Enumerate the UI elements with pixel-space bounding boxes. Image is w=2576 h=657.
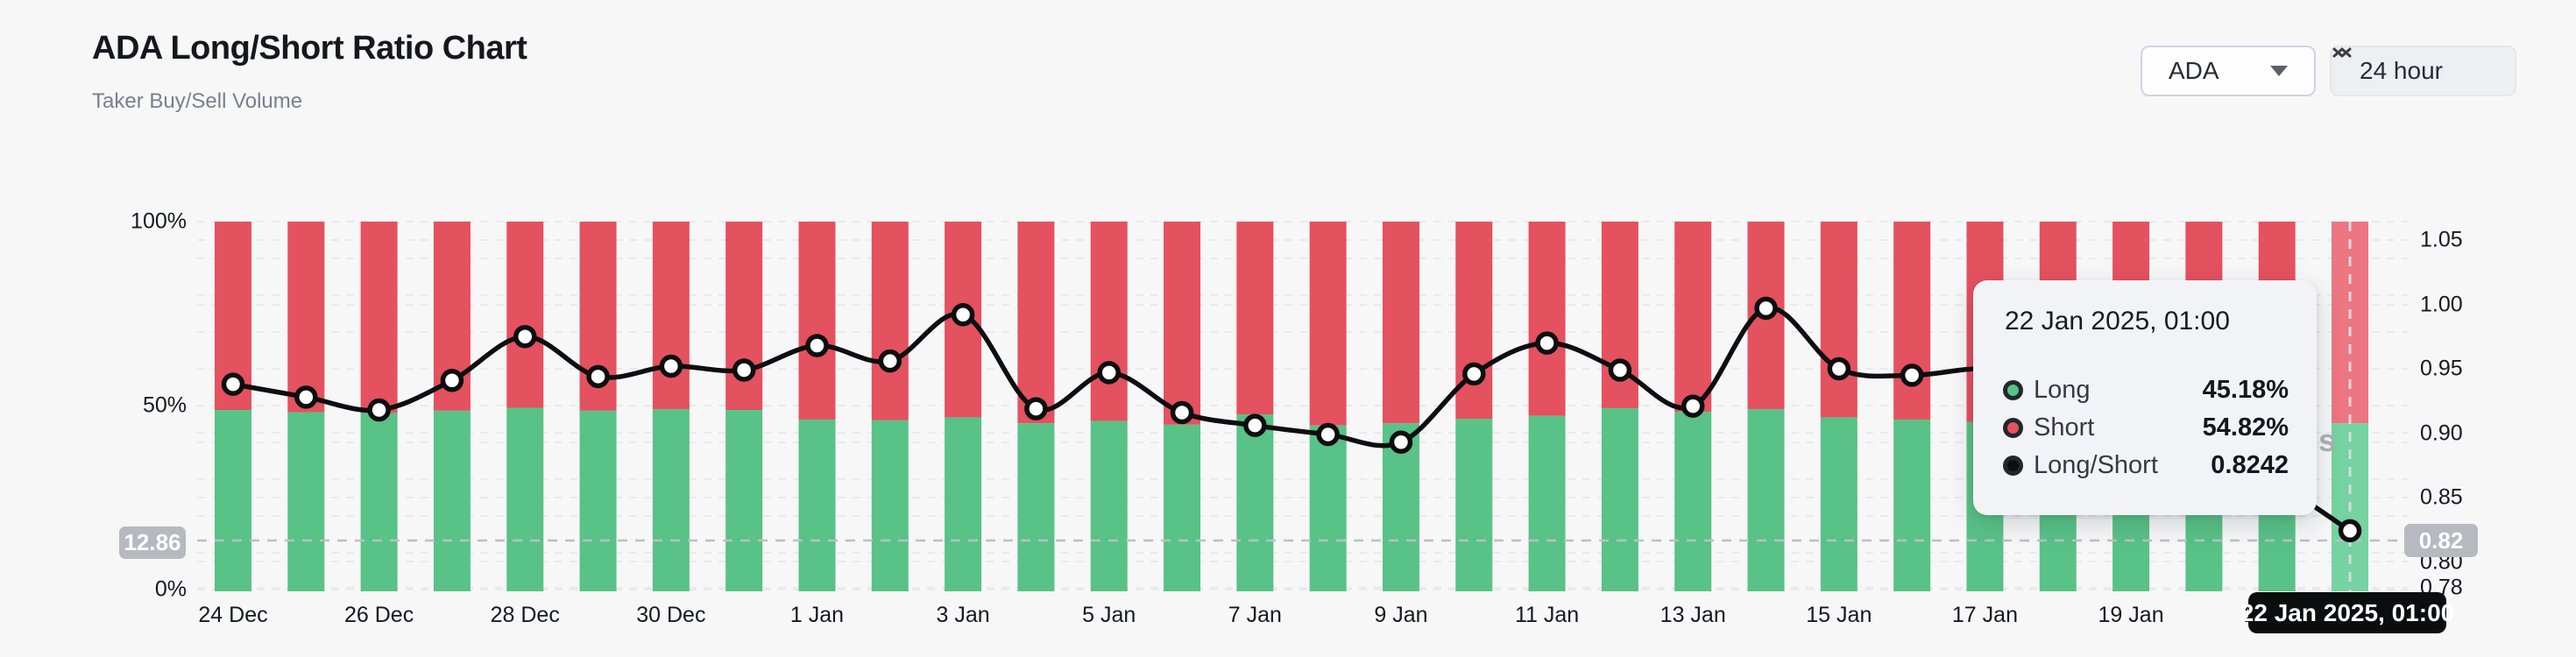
ratio-marker: [1827, 357, 1851, 381]
bar-long: [1455, 419, 1493, 591]
bar-short: [1090, 222, 1128, 421]
bar-long: [1017, 423, 1055, 591]
ratio-marker: [221, 372, 245, 396]
tooltip-row-label: Short: [2034, 413, 2095, 442]
ratio-marker: [294, 385, 318, 409]
tooltip-row-value: 0.8242: [2211, 451, 2289, 479]
ratio-marker: [1535, 331, 1559, 355]
bar-short: [506, 222, 544, 408]
bar-long: [433, 410, 471, 591]
bar-long: [1893, 419, 1931, 591]
symbol-select[interactable]: ADA: [2141, 46, 2316, 96]
bar-long: [579, 410, 617, 591]
series-dot-icon: [2003, 456, 2023, 476]
ratio-marker: [1608, 358, 1632, 382]
bar-short: [798, 222, 836, 420]
tooltip-title: 22 Jan 2025, 01:00: [2005, 307, 2230, 336]
ratio-marker: [1389, 430, 1413, 455]
tooltip-row-value: 45.18%: [2202, 376, 2289, 404]
ratio-marker: [440, 368, 464, 392]
bar-long: [1236, 414, 1274, 591]
bar-long: [506, 407, 544, 591]
series-dot-icon: [2003, 380, 2023, 400]
ratio-marker: [2338, 519, 2362, 543]
tooltip-row: Long/Short 0.8242: [2003, 447, 2289, 484]
series-dot-icon: [2003, 418, 2023, 438]
bar-short: [1236, 222, 1274, 415]
ratio-marker: [805, 334, 829, 357]
tooltip: 22 Jan 2025, 01:00 Long 45.18% Short 54.82%…: [1973, 280, 2317, 515]
crosshair-date-badge: 22 Jan 2025, 01:00: [2240, 592, 2454, 633]
bar-long: [725, 410, 763, 591]
bar-long: [652, 409, 690, 591]
bar-short: [871, 222, 909, 420]
bar-long: [1309, 425, 1347, 591]
tooltip-rows: Long 45.18% Short 54.82% Long/Short 0.8242: [2003, 371, 2289, 484]
tooltip-row: Short 54.82%: [2003, 409, 2289, 447]
bar-long: [1674, 412, 1712, 591]
ratio-marker: [1097, 361, 1121, 385]
crosshair-left-badge: 12.86: [119, 526, 186, 559]
bar-long: [798, 419, 836, 591]
bar-short: [1893, 222, 1931, 420]
bar-long: [871, 420, 909, 591]
ratio-marker: [586, 364, 610, 389]
ratio-marker: [1316, 422, 1340, 447]
bar-short: [1820, 222, 1858, 418]
bar-long: [215, 410, 251, 591]
ratio-marker: [1681, 394, 1705, 418]
tooltip-row-label: Long: [2034, 376, 2091, 404]
page-title: ADA Long/Short Ratio Chart: [92, 30, 527, 67]
bar-short: [652, 222, 690, 410]
watermark-text: s: [2318, 422, 2337, 458]
bar-long: [945, 417, 982, 591]
bar-long: [360, 413, 398, 591]
bar-short: [1455, 222, 1493, 420]
bar-long: [1090, 420, 1128, 591]
symbol-select-value: ADA: [2169, 57, 2219, 84]
tooltip-row-value: 54.82%: [2202, 413, 2289, 442]
ratio-marker: [1462, 362, 1486, 386]
ratio-marker: [878, 349, 902, 373]
bar-short: [1674, 222, 1712, 413]
bar-short: [1164, 222, 1201, 425]
ratio-marker: [732, 358, 756, 382]
bar-long: [1601, 407, 1638, 591]
bar-long: [1164, 424, 1201, 591]
tooltip-row-label: Long/Short: [2034, 451, 2158, 479]
bar-short: [287, 222, 325, 413]
bar-long: [1747, 409, 1785, 591]
bar-short: [1382, 222, 1419, 424]
crosshair-right-badge: 0.82: [2404, 524, 2478, 557]
bar-long: [287, 412, 325, 591]
bar-long: [1820, 417, 1858, 591]
ratio-marker: [1900, 364, 1924, 387]
ratio-marker: [513, 325, 537, 349]
interval-select-value: 24 hour: [2360, 57, 2443, 84]
ratio-marker: [951, 303, 975, 327]
bar-long: [1528, 415, 1566, 591]
tooltip-row: Long 45.18%: [2003, 371, 2289, 409]
bar-short: [2332, 222, 2368, 424]
ratio-marker: [659, 354, 683, 378]
ratio-marker: [1024, 397, 1048, 420]
bar-short: [725, 222, 763, 411]
chevron-down-icon: [2270, 66, 2288, 76]
bar-short: [1528, 222, 1566, 416]
bar-short: [1309, 222, 1347, 426]
bar-short: [360, 222, 398, 413]
ratio-marker: [367, 398, 391, 422]
ratio-marker: [1243, 413, 1267, 437]
ratio-marker: [1754, 296, 1778, 321]
ratio-marker: [1170, 400, 1194, 425]
interval-select[interactable]: 24 hour: [2330, 46, 2516, 96]
page-subtitle: Taker Buy/Sell Volume: [92, 89, 303, 113]
bar-short: [1017, 222, 1055, 424]
